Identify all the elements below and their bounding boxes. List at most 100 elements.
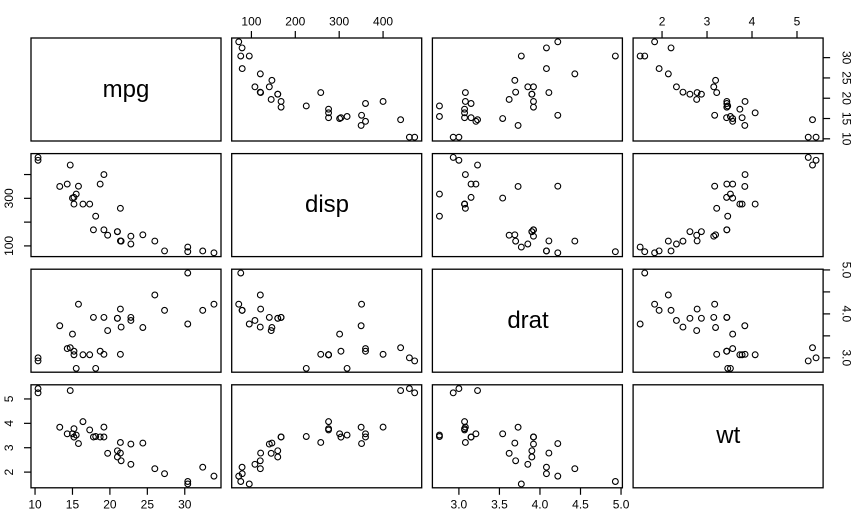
data-point [238, 463, 246, 471]
data-point [499, 194, 507, 202]
data-point [257, 89, 265, 96]
data-point [611, 478, 619, 485]
data-point [467, 100, 475, 107]
data-point [277, 98, 285, 105]
data-point [729, 180, 737, 188]
data-point [530, 83, 537, 91]
data-point [274, 90, 282, 98]
data-point [63, 430, 71, 438]
scatter-panel-disp-vs-mpg [30, 152, 222, 258]
data-point [530, 433, 537, 441]
data-point [325, 114, 333, 122]
data-point [199, 306, 207, 314]
data-point [530, 103, 537, 111]
data-point [710, 313, 718, 321]
data-point [741, 350, 749, 358]
data-point [70, 433, 78, 441]
data-point [100, 171, 108, 178]
scatter-panel-wt-vs-drat [431, 384, 624, 489]
data-point [449, 133, 457, 141]
data-point [571, 465, 579, 473]
data-point [467, 180, 475, 188]
data-point [268, 324, 276, 331]
data-point [467, 193, 475, 201]
diagonal-panel-disp [231, 152, 423, 258]
data-point [100, 226, 108, 234]
data-point [435, 102, 443, 110]
data-point [667, 247, 675, 255]
data-point [664, 291, 672, 299]
data-point [184, 480, 192, 488]
data-point [245, 480, 253, 488]
data-point [238, 65, 246, 73]
data-point [697, 228, 705, 236]
data-point [113, 228, 121, 236]
data-point [611, 248, 619, 256]
data-point [139, 324, 147, 331]
diagonal-panel-drat [431, 268, 624, 373]
data-point [56, 322, 64, 330]
data-point [505, 231, 513, 239]
data-point [277, 313, 285, 321]
data-point [139, 231, 147, 239]
data-point [472, 180, 480, 188]
scatter-panel-mpg-vs-drat [431, 37, 624, 142]
data-point [512, 237, 520, 245]
data-point [545, 237, 553, 245]
axis-tick-label: 400 [373, 15, 393, 29]
data-point [237, 52, 245, 60]
data-point [411, 389, 419, 397]
data-point [127, 313, 135, 321]
data-point [736, 200, 744, 208]
data-point [127, 232, 135, 240]
data-point [517, 52, 525, 60]
data-point [69, 430, 76, 438]
data-point [358, 300, 366, 308]
data-point [723, 193, 731, 201]
data-point [679, 323, 687, 331]
panel-border [431, 152, 624, 258]
data-point [317, 89, 325, 96]
panel-border [632, 384, 824, 489]
data-point [729, 345, 737, 353]
data-point [524, 240, 532, 248]
data-point [151, 291, 159, 299]
panel-border [431, 268, 624, 373]
data-point [461, 105, 469, 113]
data-point [738, 351, 746, 359]
data-point [379, 423, 387, 431]
data-point [267, 449, 275, 457]
data-point [514, 121, 522, 129]
data-point [554, 182, 562, 190]
data-point [528, 90, 536, 98]
data-point [210, 472, 218, 480]
data-point [713, 89, 721, 96]
data-point [723, 103, 731, 111]
axis-tick-label: 4.5 [572, 497, 589, 511]
data-point [542, 247, 550, 255]
data-point [116, 305, 124, 313]
data-point [741, 322, 749, 330]
data-point [89, 226, 97, 234]
data-point [655, 306, 663, 314]
data-point [693, 237, 701, 245]
data-point [116, 439, 124, 446]
data-point [461, 204, 469, 212]
data-point [257, 449, 265, 457]
data-point [530, 98, 537, 105]
data-point [751, 200, 759, 208]
data-point [235, 38, 243, 46]
data-point [723, 313, 731, 321]
data-point [736, 105, 744, 113]
data-point [362, 117, 369, 125]
data-point [325, 418, 333, 426]
data-point [712, 324, 720, 331]
data-point [736, 351, 744, 359]
data-point [511, 76, 519, 84]
data-point [528, 453, 536, 461]
axis-bottom-drat: 3.0 3.5 4.0 4.5 5.0 [451, 487, 630, 511]
data-point [636, 52, 644, 60]
data-point [184, 248, 192, 256]
data-point [611, 52, 619, 60]
data-point [274, 447, 282, 455]
